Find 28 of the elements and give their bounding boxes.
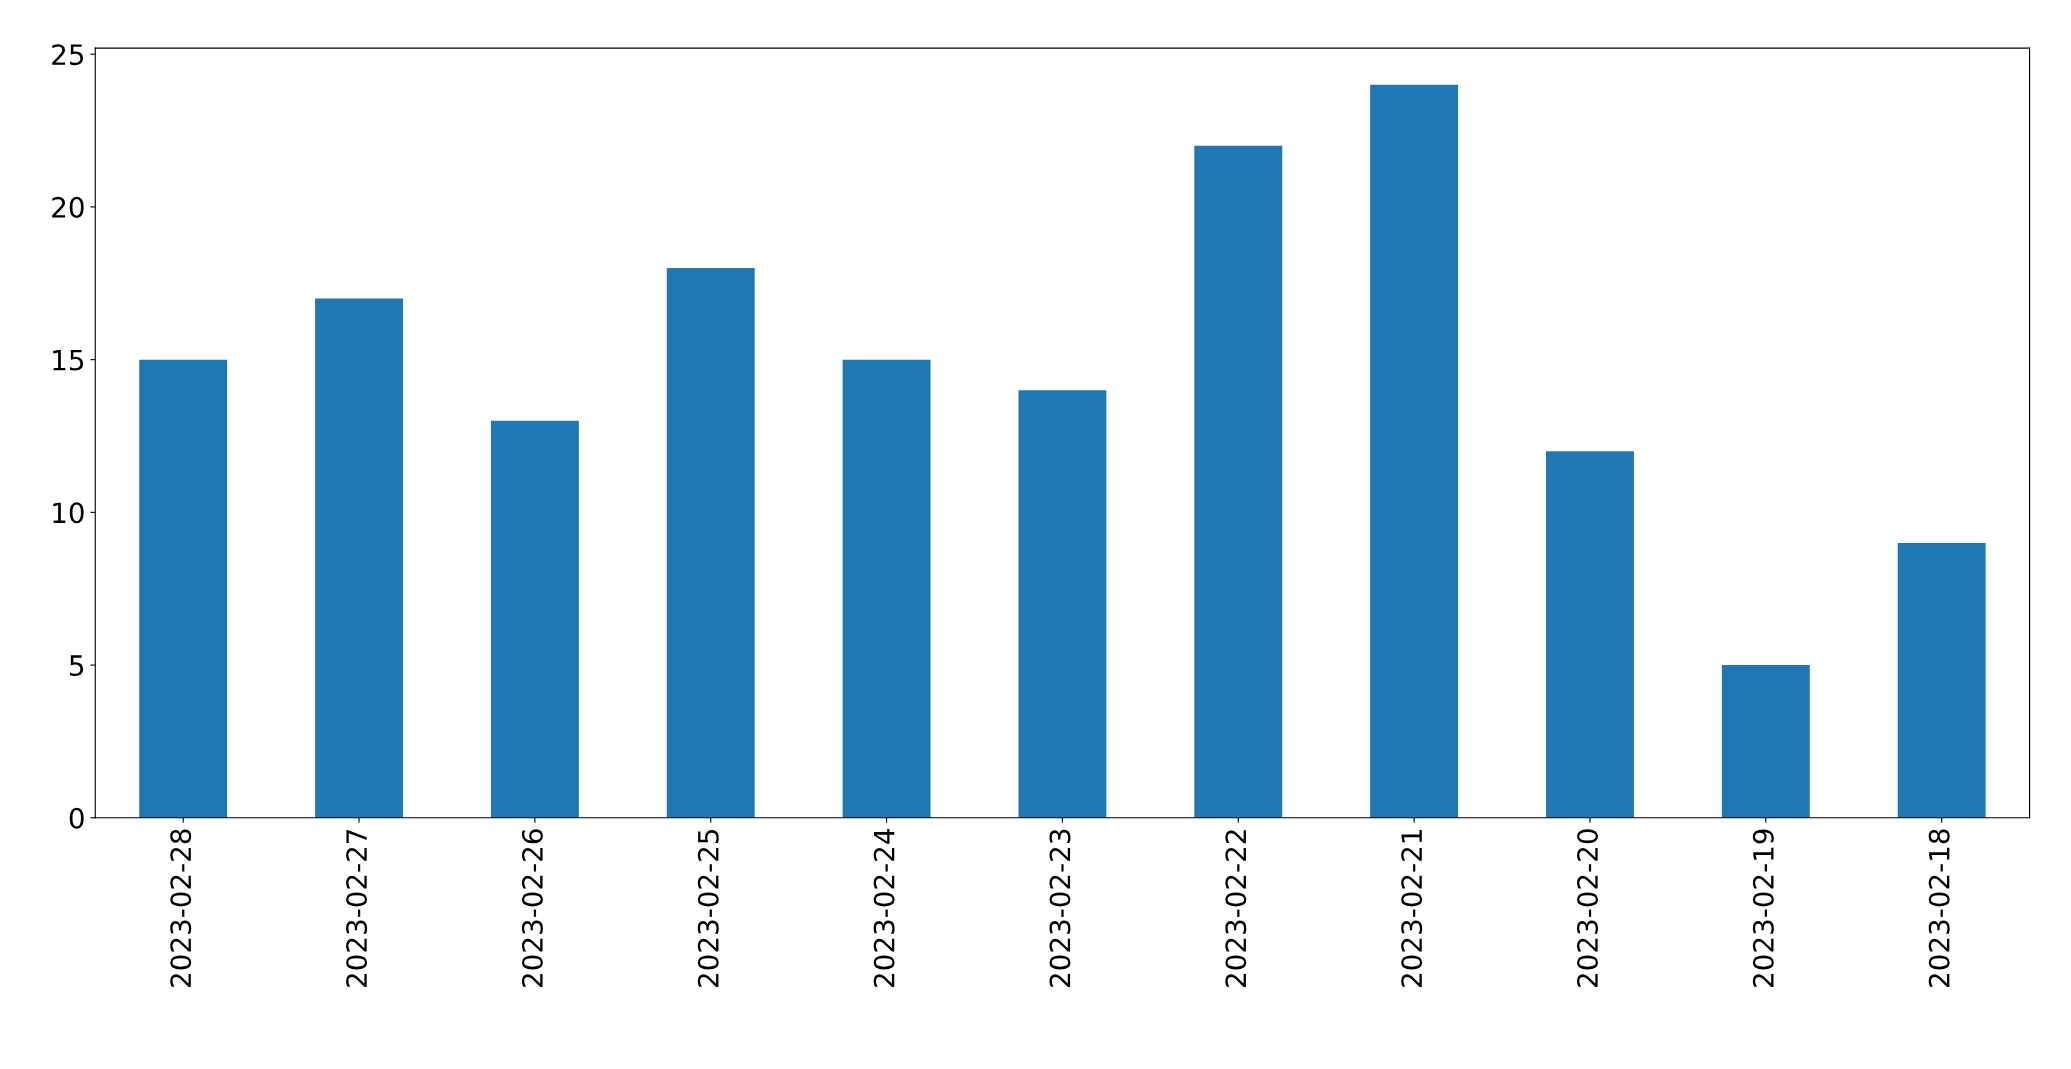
bar xyxy=(666,268,755,818)
y-tick-label: 15 xyxy=(53,349,84,371)
bar xyxy=(1018,390,1107,818)
bar xyxy=(1370,84,1459,818)
y-tick-label: 5 xyxy=(70,655,84,677)
x-tick-label: 2023-02-21 xyxy=(1401,830,1423,987)
x-tick-label: 2023-02-20 xyxy=(1577,829,1599,987)
y-tick-label: 10 xyxy=(53,502,84,524)
bar xyxy=(1546,451,1634,818)
x-tick-label: 2023-02-18 xyxy=(1928,829,1950,987)
x-tick-label: 2023-02-25 xyxy=(697,829,719,987)
x-tick-label: 2023-02-19 xyxy=(1752,829,1774,987)
bar xyxy=(315,298,403,818)
x-tick-label: 2023-02-22 xyxy=(1225,830,1247,987)
bar xyxy=(1194,145,1283,818)
x-tick-label: 2023-02-26 xyxy=(521,829,543,987)
x-tick-label: 2023-02-23 xyxy=(1049,829,1071,987)
bar xyxy=(842,359,931,818)
y-tick-label: 25 xyxy=(52,44,84,66)
bar xyxy=(1897,542,1986,818)
y-tick-label: 20 xyxy=(52,196,84,218)
x-tick-label: 2023-02-24 xyxy=(873,829,895,987)
bar xyxy=(139,359,228,818)
bar xyxy=(490,420,579,818)
x-tick-label: 2023-02-27 xyxy=(346,829,368,987)
bar xyxy=(1721,665,1810,818)
y-tick-label: 0 xyxy=(69,807,84,829)
x-tick-label: 2023-02-28 xyxy=(170,829,192,987)
